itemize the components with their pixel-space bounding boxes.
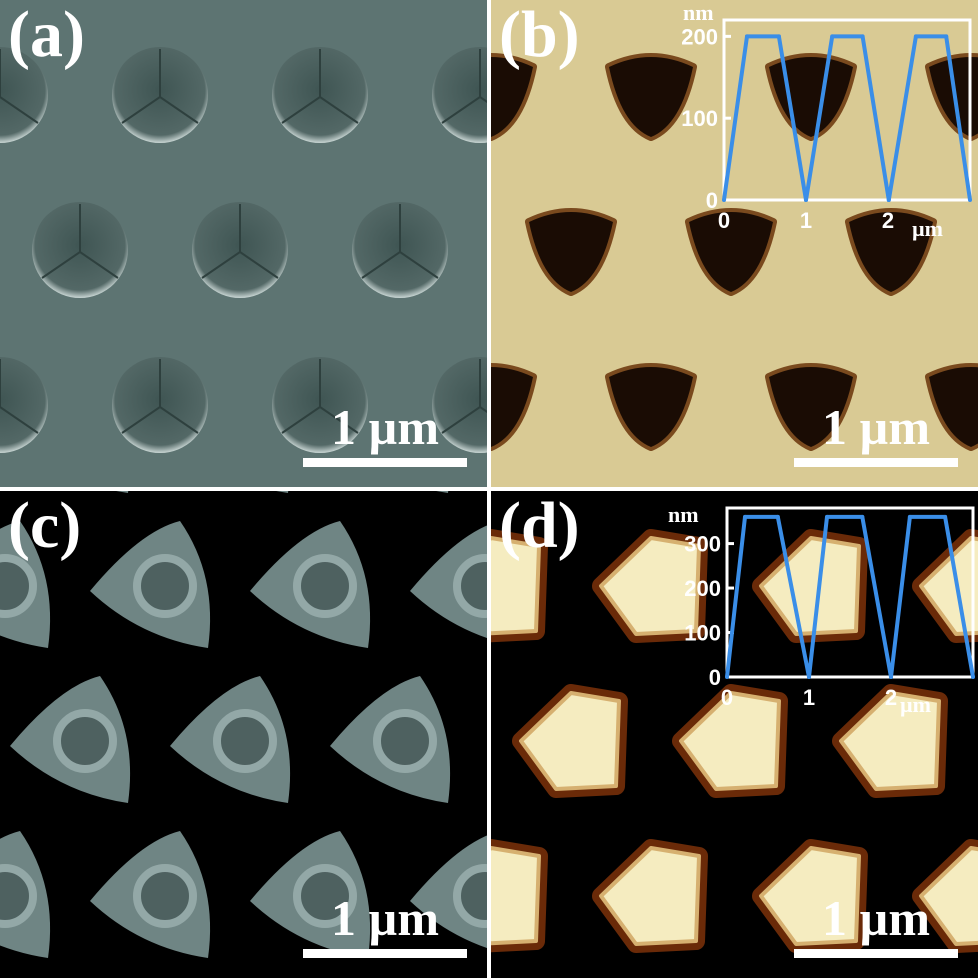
panel-label: (a) xyxy=(8,0,85,71)
scale-bar: 1 µm xyxy=(303,893,467,958)
scale-bar-label: 1 µm xyxy=(331,399,439,455)
scale-bar-line xyxy=(303,458,467,467)
scale-bar-label: 1 µm xyxy=(331,890,439,946)
sem-pyramid-array xyxy=(0,491,487,978)
scale-bar: 1 µm xyxy=(794,893,958,958)
scale-bar-line xyxy=(794,458,958,467)
scale-bar: 1 µm xyxy=(303,402,467,467)
panel-label: (d) xyxy=(499,489,580,562)
panel-a-sem-image: (a) 1 µm xyxy=(0,0,487,487)
panel-d-afm-image: (d) 1 µm xyxy=(491,491,978,978)
panel-b-afm-image: (b) 1 µm xyxy=(491,0,978,487)
feature-array xyxy=(0,0,487,487)
panel-label: (b) xyxy=(499,0,580,71)
scale-bar: 1 µm xyxy=(794,402,958,467)
sem-hole-array xyxy=(0,0,487,487)
scale-bar-line xyxy=(303,949,467,958)
panel-c-sem-image: (c) 1 µm xyxy=(0,491,487,978)
panel-label: (c) xyxy=(8,489,82,562)
scale-bar-label: 1 µm xyxy=(822,399,930,455)
scale-bar-label: 1 µm xyxy=(822,890,930,946)
scale-bar-line xyxy=(794,949,958,958)
feature-array xyxy=(0,491,487,978)
